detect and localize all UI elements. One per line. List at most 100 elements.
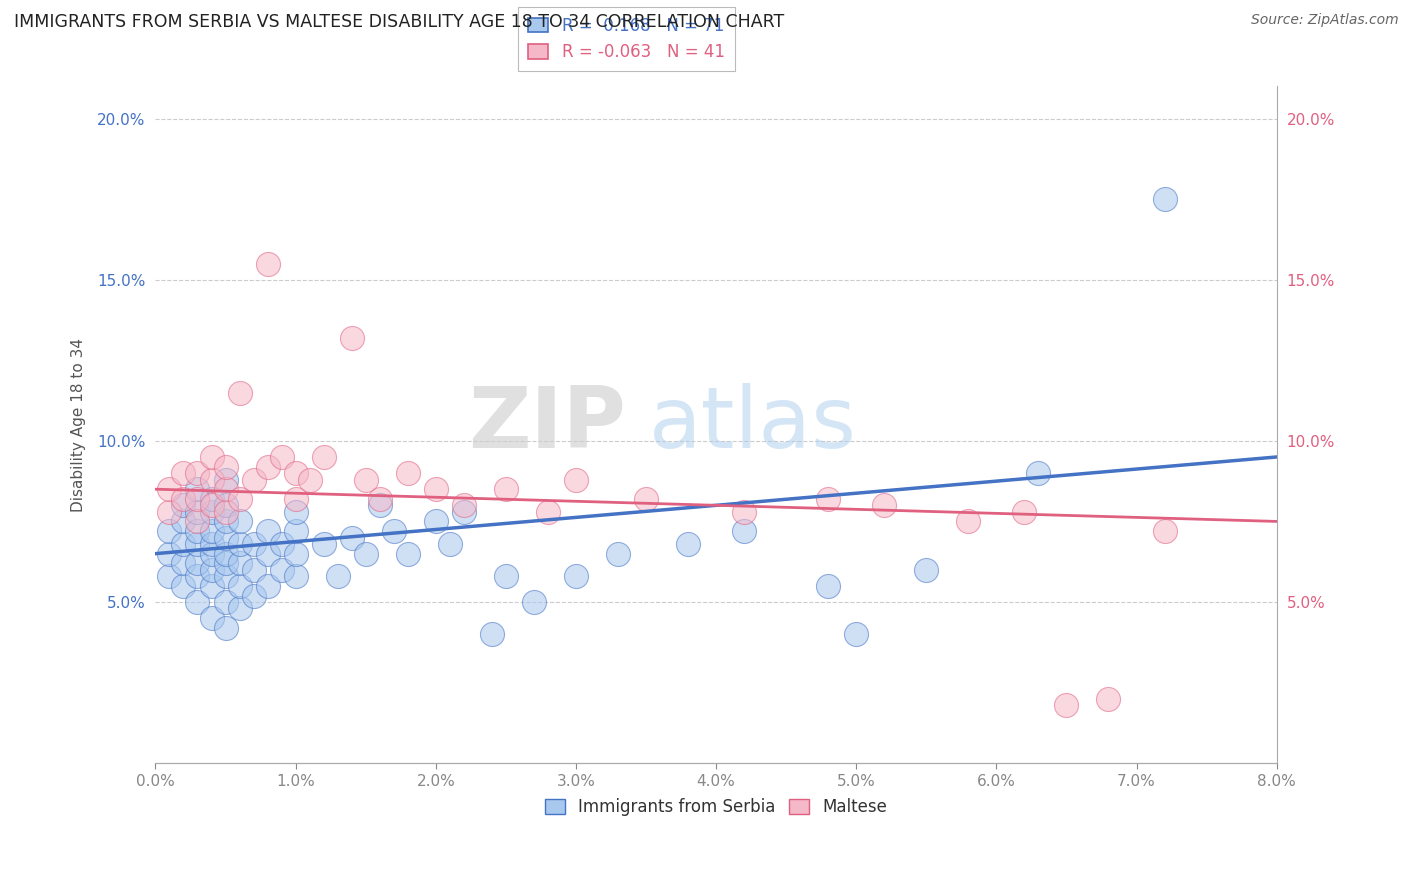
Point [368, 498, 391, 512]
Point [214, 595, 236, 609]
Point [270, 537, 292, 551]
Point [200, 563, 222, 577]
Point [368, 491, 391, 506]
Point [214, 621, 236, 635]
Point [200, 498, 222, 512]
Point [159, 482, 181, 496]
Point [1028, 466, 1050, 480]
Text: Source: ZipAtlas.com: Source: ZipAtlas.com [1251, 13, 1399, 28]
Point [172, 491, 194, 506]
Point [817, 579, 839, 593]
Point [1153, 524, 1175, 538]
Point [340, 531, 363, 545]
Point [537, 505, 560, 519]
Point [1153, 192, 1175, 206]
Point [565, 569, 588, 583]
Point [200, 491, 222, 506]
Point [186, 569, 208, 583]
Point [676, 537, 699, 551]
Point [186, 482, 208, 496]
Point [242, 589, 264, 603]
Point [242, 537, 264, 551]
Point [298, 473, 321, 487]
Point [873, 498, 896, 512]
Point [634, 491, 657, 506]
Point [495, 482, 517, 496]
Point [396, 547, 419, 561]
Point [284, 569, 307, 583]
Point [453, 505, 475, 519]
Point [256, 524, 278, 538]
Point [284, 524, 307, 538]
Point [186, 524, 208, 538]
Point [425, 482, 447, 496]
Point [172, 579, 194, 593]
Point [481, 627, 503, 641]
Point [214, 569, 236, 583]
Point [172, 498, 194, 512]
Point [200, 450, 222, 464]
Point [172, 466, 194, 480]
Point [270, 450, 292, 464]
Point [172, 515, 194, 529]
Point [214, 515, 236, 529]
Point [228, 601, 250, 615]
Text: atlas: atlas [648, 384, 856, 467]
Point [256, 547, 278, 561]
Point [228, 579, 250, 593]
Point [214, 473, 236, 487]
Point [1014, 505, 1036, 519]
Point [242, 473, 264, 487]
Point [186, 491, 208, 506]
Point [565, 473, 588, 487]
Point [256, 459, 278, 474]
Point [1054, 698, 1077, 712]
Point [354, 547, 377, 561]
Point [845, 627, 868, 641]
Point [214, 557, 236, 571]
Point [159, 524, 181, 538]
Point [284, 505, 307, 519]
Point [186, 537, 208, 551]
Point [242, 563, 264, 577]
Text: ZIP: ZIP [468, 384, 626, 467]
Point [200, 579, 222, 593]
Point [186, 466, 208, 480]
Point [284, 491, 307, 506]
Point [228, 515, 250, 529]
Point [396, 466, 419, 480]
Point [200, 524, 222, 538]
Point [284, 466, 307, 480]
Point [733, 505, 755, 519]
Point [256, 579, 278, 593]
Point [957, 515, 980, 529]
Legend: Immigrants from Serbia, Maltese: Immigrants from Serbia, Maltese [538, 791, 894, 822]
Point [159, 569, 181, 583]
Point [214, 498, 236, 512]
Point [186, 505, 208, 519]
Point [340, 331, 363, 345]
Point [172, 557, 194, 571]
Point [186, 595, 208, 609]
Point [523, 595, 546, 609]
Point [733, 524, 755, 538]
Point [382, 524, 405, 538]
Point [186, 515, 208, 529]
Point [200, 611, 222, 625]
Point [214, 531, 236, 545]
Point [453, 498, 475, 512]
Point [172, 537, 194, 551]
Point [214, 547, 236, 561]
Point [354, 473, 377, 487]
Point [214, 505, 236, 519]
Point [439, 537, 461, 551]
Point [607, 547, 630, 561]
Point [425, 515, 447, 529]
Point [214, 459, 236, 474]
Point [817, 491, 839, 506]
Point [186, 557, 208, 571]
Point [200, 473, 222, 487]
Point [200, 505, 222, 519]
Point [228, 385, 250, 400]
Point [284, 547, 307, 561]
